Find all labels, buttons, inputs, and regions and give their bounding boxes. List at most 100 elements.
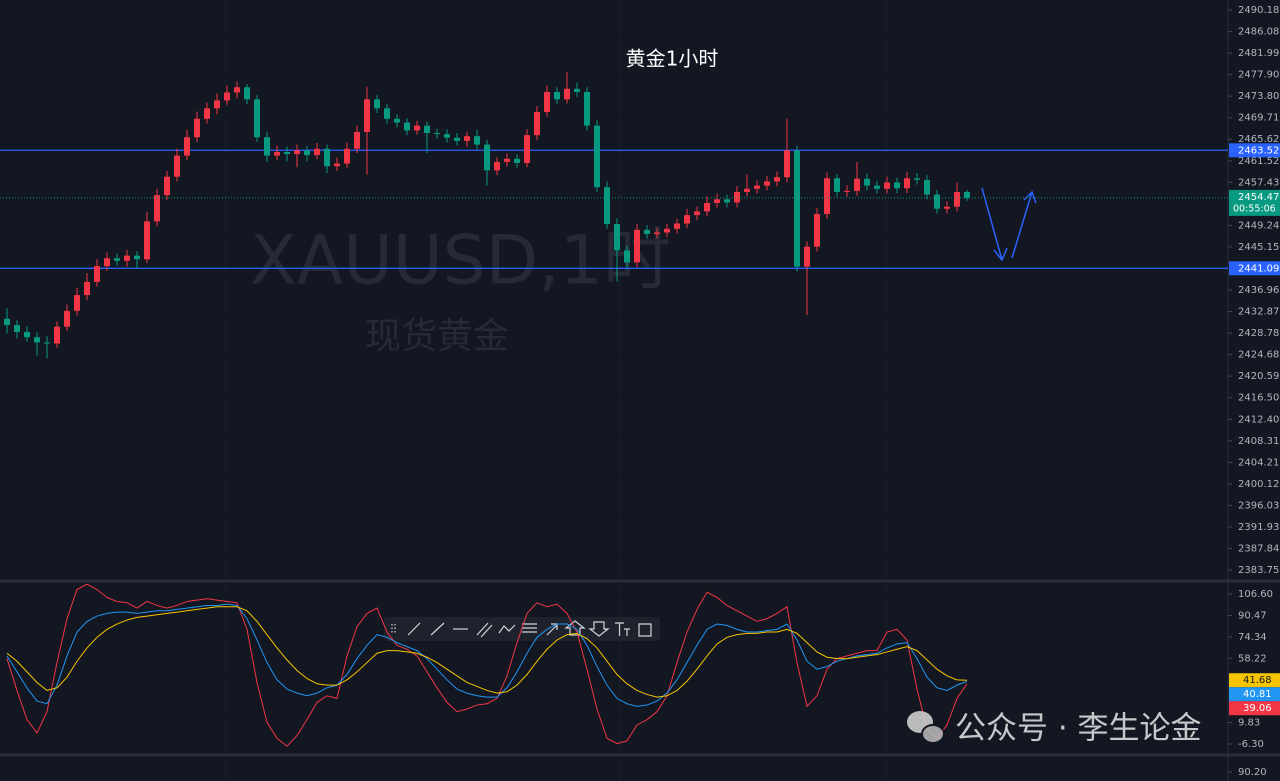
wechat-icon (921, 724, 945, 744)
candle-body (924, 179, 930, 195)
candle-body (434, 133, 440, 135)
value-badge (1229, 673, 1280, 688)
candle-body (754, 185, 760, 189)
tool-ray[interactable] (430, 622, 445, 636)
y-tick-label: 2490.18 (1238, 5, 1279, 16)
y-tick-label: -6.30 (1238, 739, 1264, 750)
candle-body (444, 134, 450, 138)
candle-body (304, 150, 310, 156)
watermark: XAUUSD,1时 (250, 222, 671, 301)
candle-body (474, 136, 480, 145)
candle-body (834, 178, 840, 192)
candle-body (344, 148, 350, 164)
value-badge (1229, 687, 1280, 702)
candle-body (794, 150, 800, 267)
y-tick-label: 2481.99 (1238, 48, 1279, 59)
candle-body (844, 190, 850, 192)
candle-body (814, 214, 820, 247)
indicator-line (6, 606, 968, 698)
y-tick-label: 2408.31 (1238, 436, 1279, 447)
candle-body (724, 199, 730, 203)
candle-body (504, 158, 510, 162)
candle-body (824, 178, 830, 215)
candle-body (524, 135, 530, 164)
wechat-text: 公众号 · 李生论金 (955, 711, 1202, 747)
candle-body (314, 148, 320, 156)
tool-rect[interactable] (638, 623, 652, 637)
candle-body (454, 137, 460, 141)
candle-body (234, 87, 240, 93)
countdown: 00:55:06 (1233, 203, 1276, 214)
candle-body (184, 137, 190, 156)
candle-body (34, 337, 40, 343)
candle-body (584, 91, 590, 126)
tool-arrow-down[interactable] (588, 621, 610, 637)
candle-body (764, 181, 770, 186)
candle-body (964, 191, 970, 198)
tool-channel[interactable] (476, 622, 493, 638)
candle-body (554, 91, 560, 100)
candle-body (614, 224, 620, 251)
candle-body (734, 191, 740, 203)
candle-body (664, 228, 670, 233)
candle-body (414, 125, 420, 131)
candle-body (324, 148, 330, 167)
value-badge (1229, 701, 1280, 716)
y-tick-label: 90.20 (1238, 767, 1267, 778)
candle-body (774, 177, 780, 182)
candle-body (694, 211, 700, 216)
candle-body (494, 161, 500, 171)
candle-body (904, 178, 910, 189)
candle-body (654, 232, 660, 235)
candle-body (804, 246, 810, 267)
candle-body (944, 206, 950, 209)
y-tick-label: 2383.75 (1238, 565, 1279, 576)
candle-body (244, 87, 250, 100)
y-tick-label: 2469.71 (1238, 113, 1279, 124)
watermark-sub: 现货黄金 (365, 316, 509, 357)
y-tick-label: 58.22 (1238, 653, 1267, 664)
candle-body (94, 266, 100, 282)
tool-fib[interactable] (522, 623, 537, 633)
y-tick-label: 2400.12 (1238, 479, 1279, 490)
candle-body (294, 150, 300, 155)
indicator-line (6, 603, 968, 707)
candle-body (854, 178, 860, 191)
candle-body (114, 258, 120, 261)
tool-text[interactable] (615, 622, 630, 636)
candle-body (4, 318, 10, 326)
y-tick-label: 2445.15 (1238, 242, 1279, 253)
candle-body (634, 229, 640, 263)
candle-body (174, 155, 180, 177)
y-tick-label: 2473.80 (1238, 91, 1279, 102)
candle-body (264, 137, 270, 156)
candle-body (134, 255, 140, 260)
candle-body (574, 88, 580, 92)
y-tick-label: 106.60 (1238, 589, 1273, 600)
price-badge-label: 2463.52 (1238, 145, 1279, 156)
candle-body (594, 125, 600, 188)
y-tick-label: 2465.62 (1238, 134, 1279, 145)
candle-body (74, 295, 80, 311)
tool-trend[interactable] (407, 622, 421, 636)
candle-body (744, 188, 750, 192)
candle-body (164, 176, 170, 196)
y-tick-label: 2449.24 (1238, 220, 1279, 231)
y-tick-label: 2396.03 (1238, 500, 1279, 511)
candle-body (884, 182, 890, 189)
candle-body (284, 151, 290, 155)
tool-path[interactable] (498, 624, 516, 634)
candle-body (84, 281, 90, 296)
candle-body (544, 91, 550, 112)
y-tick-label: 2412.40 (1238, 414, 1279, 425)
candle-body (334, 163, 340, 167)
price-badge-label: 2441.09 (1238, 263, 1279, 274)
y-tick-label: 2436.96 (1238, 285, 1279, 296)
y-tick-label: 2420.59 (1238, 371, 1279, 382)
y-tick-label: 2428.78 (1238, 328, 1279, 339)
candle-body (254, 99, 260, 138)
candle-body (604, 187, 610, 225)
candle-body (624, 250, 630, 263)
candle-body (374, 99, 380, 109)
